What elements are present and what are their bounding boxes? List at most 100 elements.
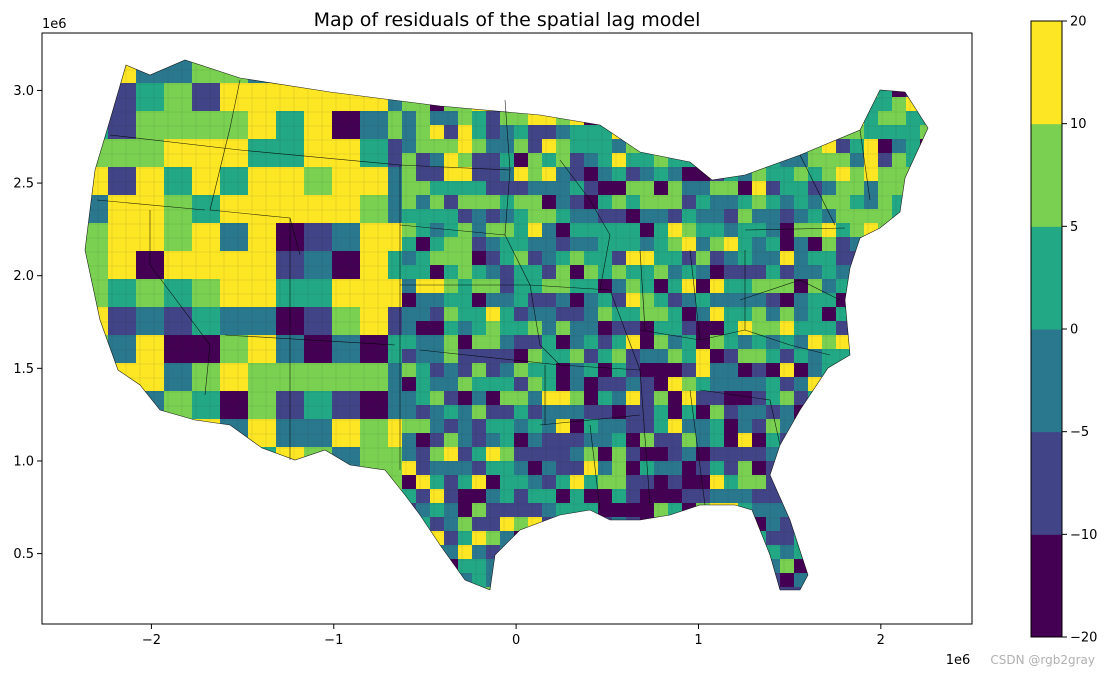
county-cell (836, 97, 851, 112)
county-cell (556, 97, 571, 112)
county-cell (710, 587, 725, 590)
county-cell (892, 223, 907, 238)
county-cell (164, 559, 193, 588)
county-cell (822, 419, 837, 434)
county-cell (514, 83, 529, 98)
county-cell (822, 60, 837, 70)
y-tick-label: 1.0 (13, 454, 34, 469)
county-cell (850, 419, 865, 434)
us-counties-map (84, 59, 948, 591)
y-tick-label: 1.5 (13, 362, 34, 377)
county-cell (752, 111, 767, 126)
county-cell (360, 60, 389, 84)
county-cell (822, 475, 837, 490)
county-cell (850, 111, 865, 126)
county-cell (920, 349, 928, 364)
county-cell (864, 391, 879, 406)
county-cell (906, 405, 921, 420)
county-cell (192, 503, 221, 532)
county-cell (752, 139, 767, 154)
county-cell (752, 69, 767, 84)
county-cell (542, 545, 557, 560)
county-cell (850, 433, 865, 448)
county-cell (696, 517, 711, 532)
plot-area (41, 32, 973, 625)
county-cell (654, 573, 669, 588)
county-cell (850, 363, 865, 378)
watermark: CSDN @rgb2gray (990, 653, 1095, 667)
county-cell (906, 307, 921, 322)
county-cell (822, 69, 837, 84)
county-cell (430, 83, 445, 98)
county-cell (808, 433, 823, 448)
county-cell (304, 503, 333, 532)
county-cell (612, 573, 627, 588)
county-cell (878, 531, 893, 546)
x-tick-label: −2 (142, 633, 161, 648)
county-cell (906, 475, 921, 490)
county-cell (808, 419, 823, 434)
x-axis-offset-label: 1e6 (946, 653, 971, 668)
colorbar-tick-label: −10 (1070, 528, 1097, 543)
county-cell (836, 111, 851, 126)
county-cell (794, 125, 809, 140)
county-cell (640, 531, 655, 546)
county-cell (626, 573, 641, 588)
county-cell (822, 531, 837, 546)
county-cell (430, 559, 445, 574)
county-cell (710, 531, 725, 546)
county-cell (892, 391, 907, 406)
county-cell (108, 531, 137, 560)
county-cell (514, 573, 529, 588)
county-cell (850, 60, 865, 70)
county-cell (514, 97, 529, 112)
county-cell (864, 587, 879, 590)
county-cell (584, 517, 599, 532)
county-cell (850, 265, 865, 280)
county-cell (906, 181, 921, 196)
county-cell (752, 587, 767, 590)
county-cell (416, 545, 431, 560)
county-cell (710, 559, 725, 574)
county-cell (612, 97, 627, 112)
county-cell (85, 503, 109, 532)
county-cell (878, 265, 893, 280)
county-cell (724, 125, 739, 140)
county-cell (920, 531, 928, 546)
county-cell (612, 111, 627, 126)
county-cell (164, 475, 193, 504)
county-cell (486, 97, 501, 112)
county-cell (892, 573, 907, 588)
county-cell (402, 517, 417, 532)
county-cell (878, 251, 893, 266)
county-cell (878, 461, 893, 476)
county-cell (850, 545, 865, 560)
county-cell (920, 503, 928, 518)
county-cell (850, 475, 865, 490)
county-cell (514, 545, 529, 560)
county-cell (752, 559, 767, 574)
county-cell (920, 237, 928, 252)
county-cell (836, 573, 851, 588)
county-cell (332, 531, 361, 560)
county-cell (276, 559, 305, 588)
county-cell (864, 475, 879, 490)
county-cell (654, 531, 669, 546)
county-cell (192, 475, 221, 504)
county-cell (934, 419, 948, 433)
county-cell (640, 97, 655, 112)
county-cell (906, 195, 921, 210)
county-cell (500, 573, 515, 588)
county-cell (668, 60, 683, 70)
county-cell (276, 531, 305, 560)
plot-title: Map of residuals of the spatial lag mode… (314, 9, 701, 31)
county-cell (878, 573, 893, 588)
county-cell (136, 503, 165, 532)
county-cell (108, 587, 137, 590)
county-cell (458, 69, 473, 84)
county-cell (934, 139, 948, 153)
county-cell (458, 60, 473, 70)
county-cell (85, 559, 109, 588)
county-cell (108, 447, 137, 476)
county-cell (864, 293, 879, 308)
